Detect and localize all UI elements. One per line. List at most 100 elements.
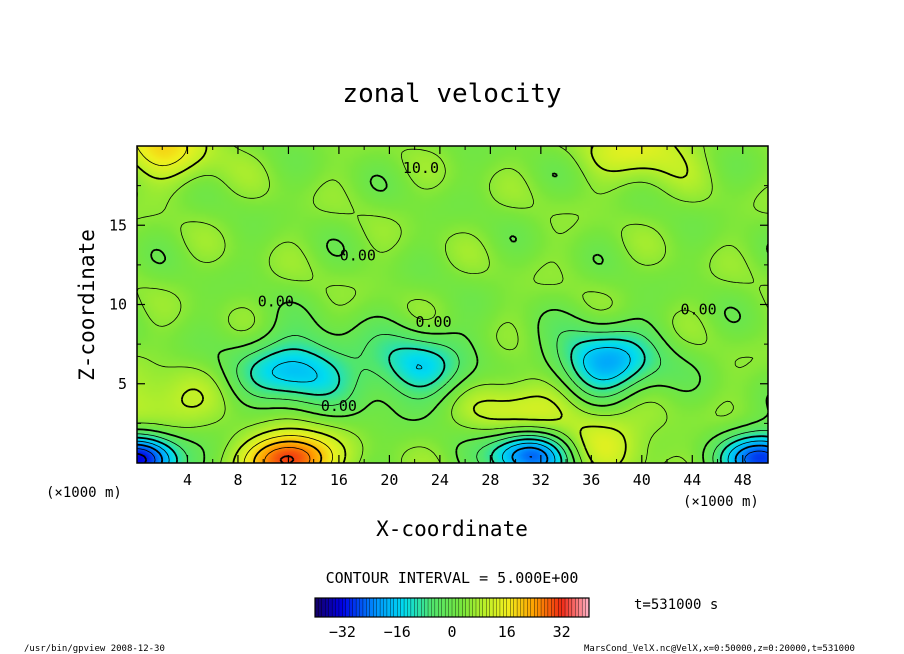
colorbar-cell <box>496 597 501 618</box>
colorbar-cell <box>468 597 473 618</box>
colorbar-cell <box>568 597 573 618</box>
colorbar-cell <box>321 597 326 618</box>
x-axis-label: X-coordinate <box>376 517 528 541</box>
x-tick-label: 36 <box>582 471 600 489</box>
x-tick-label: 40 <box>633 471 651 489</box>
colorbar-cell <box>373 597 378 618</box>
contour-level <box>137 146 768 463</box>
colorbar-cell <box>352 597 357 618</box>
colorbar-cell <box>492 597 497 618</box>
colorbar-cell <box>434 597 439 618</box>
colorbar-cell <box>455 597 460 618</box>
x-tick-label: 32 <box>532 471 550 489</box>
colorbar-cell <box>424 597 429 618</box>
colorbar-cell <box>407 597 412 618</box>
contour-level <box>137 146 689 463</box>
colorbar-cell <box>427 597 432 618</box>
x-axis-ticks: 4 8 12 16 20 24 28 32 36 40 44 48 <box>161 146 752 489</box>
x-tick-label: 48 <box>734 471 752 489</box>
x-tick-label: 16 <box>330 471 348 489</box>
colorbar-cell <box>383 597 388 618</box>
x-unit-left: (×1000 m) <box>46 485 122 501</box>
colorbar-cell <box>571 597 576 618</box>
colorbar-tick-label: −32 <box>329 623 356 641</box>
x-tick-label: 20 <box>380 471 398 489</box>
contour-level <box>137 452 148 463</box>
colorbar-cell <box>448 597 453 618</box>
contour-label: 10.0 <box>403 159 439 177</box>
colorbar-cell <box>335 597 340 618</box>
colorbar-cell <box>534 597 539 618</box>
colorbar-cells <box>314 597 590 618</box>
colorbar-cell <box>547 597 552 618</box>
contour-label: 0.00 <box>340 246 376 264</box>
colorbar-cell <box>465 597 470 618</box>
footer-left: /usr/bin/gpview 2008-12-30 <box>24 644 165 654</box>
colorbar-cell <box>379 597 384 618</box>
colorbar-cell <box>400 597 405 618</box>
colorbar-cell <box>390 597 395 618</box>
colorbar-cell <box>554 597 559 618</box>
colorbar-cell <box>325 597 330 618</box>
y-tick-label: 15 <box>109 216 127 234</box>
colorbar-cell <box>441 597 446 618</box>
contour-label: 0.00 <box>321 397 357 415</box>
colorbar-cell <box>513 597 518 618</box>
plot-area: 10.0 0.00 0.00 0.00 0.00 0.00 4 8 12 16 20 24 28 32 3… <box>109 145 769 489</box>
colorbar-cell <box>369 597 374 618</box>
colorbar-cell <box>355 597 360 618</box>
colorbar-cell <box>318 597 323 618</box>
colorbar-cell <box>462 597 467 618</box>
colorbar-cell <box>472 597 477 618</box>
colorbar-cell <box>338 597 343 618</box>
colorbar-tick-label: 0 <box>447 623 456 641</box>
contour-interval-label: CONTOUR INTERVAL = 5.000E+00 <box>326 569 579 587</box>
y-axis-label: Z-coordinate <box>75 229 99 381</box>
colorbar-cell <box>342 597 347 618</box>
colorbar-cell <box>506 597 511 618</box>
x-tick-label: 12 <box>279 471 297 489</box>
y-tick-label: 10 <box>109 296 127 314</box>
colorbar-cell <box>544 597 549 618</box>
colorbar-cell <box>557 597 562 618</box>
colorbar-cell <box>482 597 487 618</box>
colorbar-cell <box>362 597 367 618</box>
colorbar-cell <box>530 597 535 618</box>
chart-title: zonal velocity <box>342 79 561 109</box>
colorbar-cell <box>510 597 515 618</box>
footer-right: MarsCond_VelX.nc@VelX,x=0:50000,z=0:2000… <box>584 644 855 654</box>
colorbar-cell <box>393 597 398 618</box>
contour-level <box>264 447 311 463</box>
colorbar-cell <box>475 597 480 618</box>
contour-level <box>137 146 333 463</box>
contour-level <box>253 440 323 463</box>
colorbar-cell <box>328 597 333 618</box>
colorbar-cell <box>359 597 364 618</box>
colorbar-cell <box>410 597 415 618</box>
colorbar-cell <box>537 597 542 618</box>
contour-label: 0.00 <box>681 300 717 318</box>
contour-labels: 10.0 0.00 0.00 0.00 0.00 0.00 <box>258 159 717 415</box>
colorbar-cell <box>486 597 491 618</box>
colorbar-cell <box>420 597 425 618</box>
colorbar-cell <box>581 597 586 618</box>
colorbar-cell <box>417 597 422 618</box>
contour-label: 0.00 <box>258 292 294 310</box>
contour-label: 0.00 <box>416 313 452 331</box>
contour-level <box>137 338 768 463</box>
colorbar-cell <box>414 597 419 618</box>
colorbar-ticks: −32 −16 0 16 32 <box>329 623 571 641</box>
colorbar-cell <box>527 597 532 618</box>
time-label: t=531000 s <box>634 597 718 613</box>
colorbar-cell <box>516 597 521 618</box>
x-tick-label: 24 <box>431 471 449 489</box>
x-tick-label: 28 <box>481 471 499 489</box>
colorbar-cell <box>458 597 463 618</box>
colorbar-cell <box>499 597 504 618</box>
colorbar: −32 −16 0 16 32 <box>314 597 590 641</box>
contour-level <box>137 172 768 463</box>
colorbar-cell <box>523 597 528 618</box>
colorbar-cell <box>376 597 381 618</box>
colorbar-cell <box>503 597 508 618</box>
